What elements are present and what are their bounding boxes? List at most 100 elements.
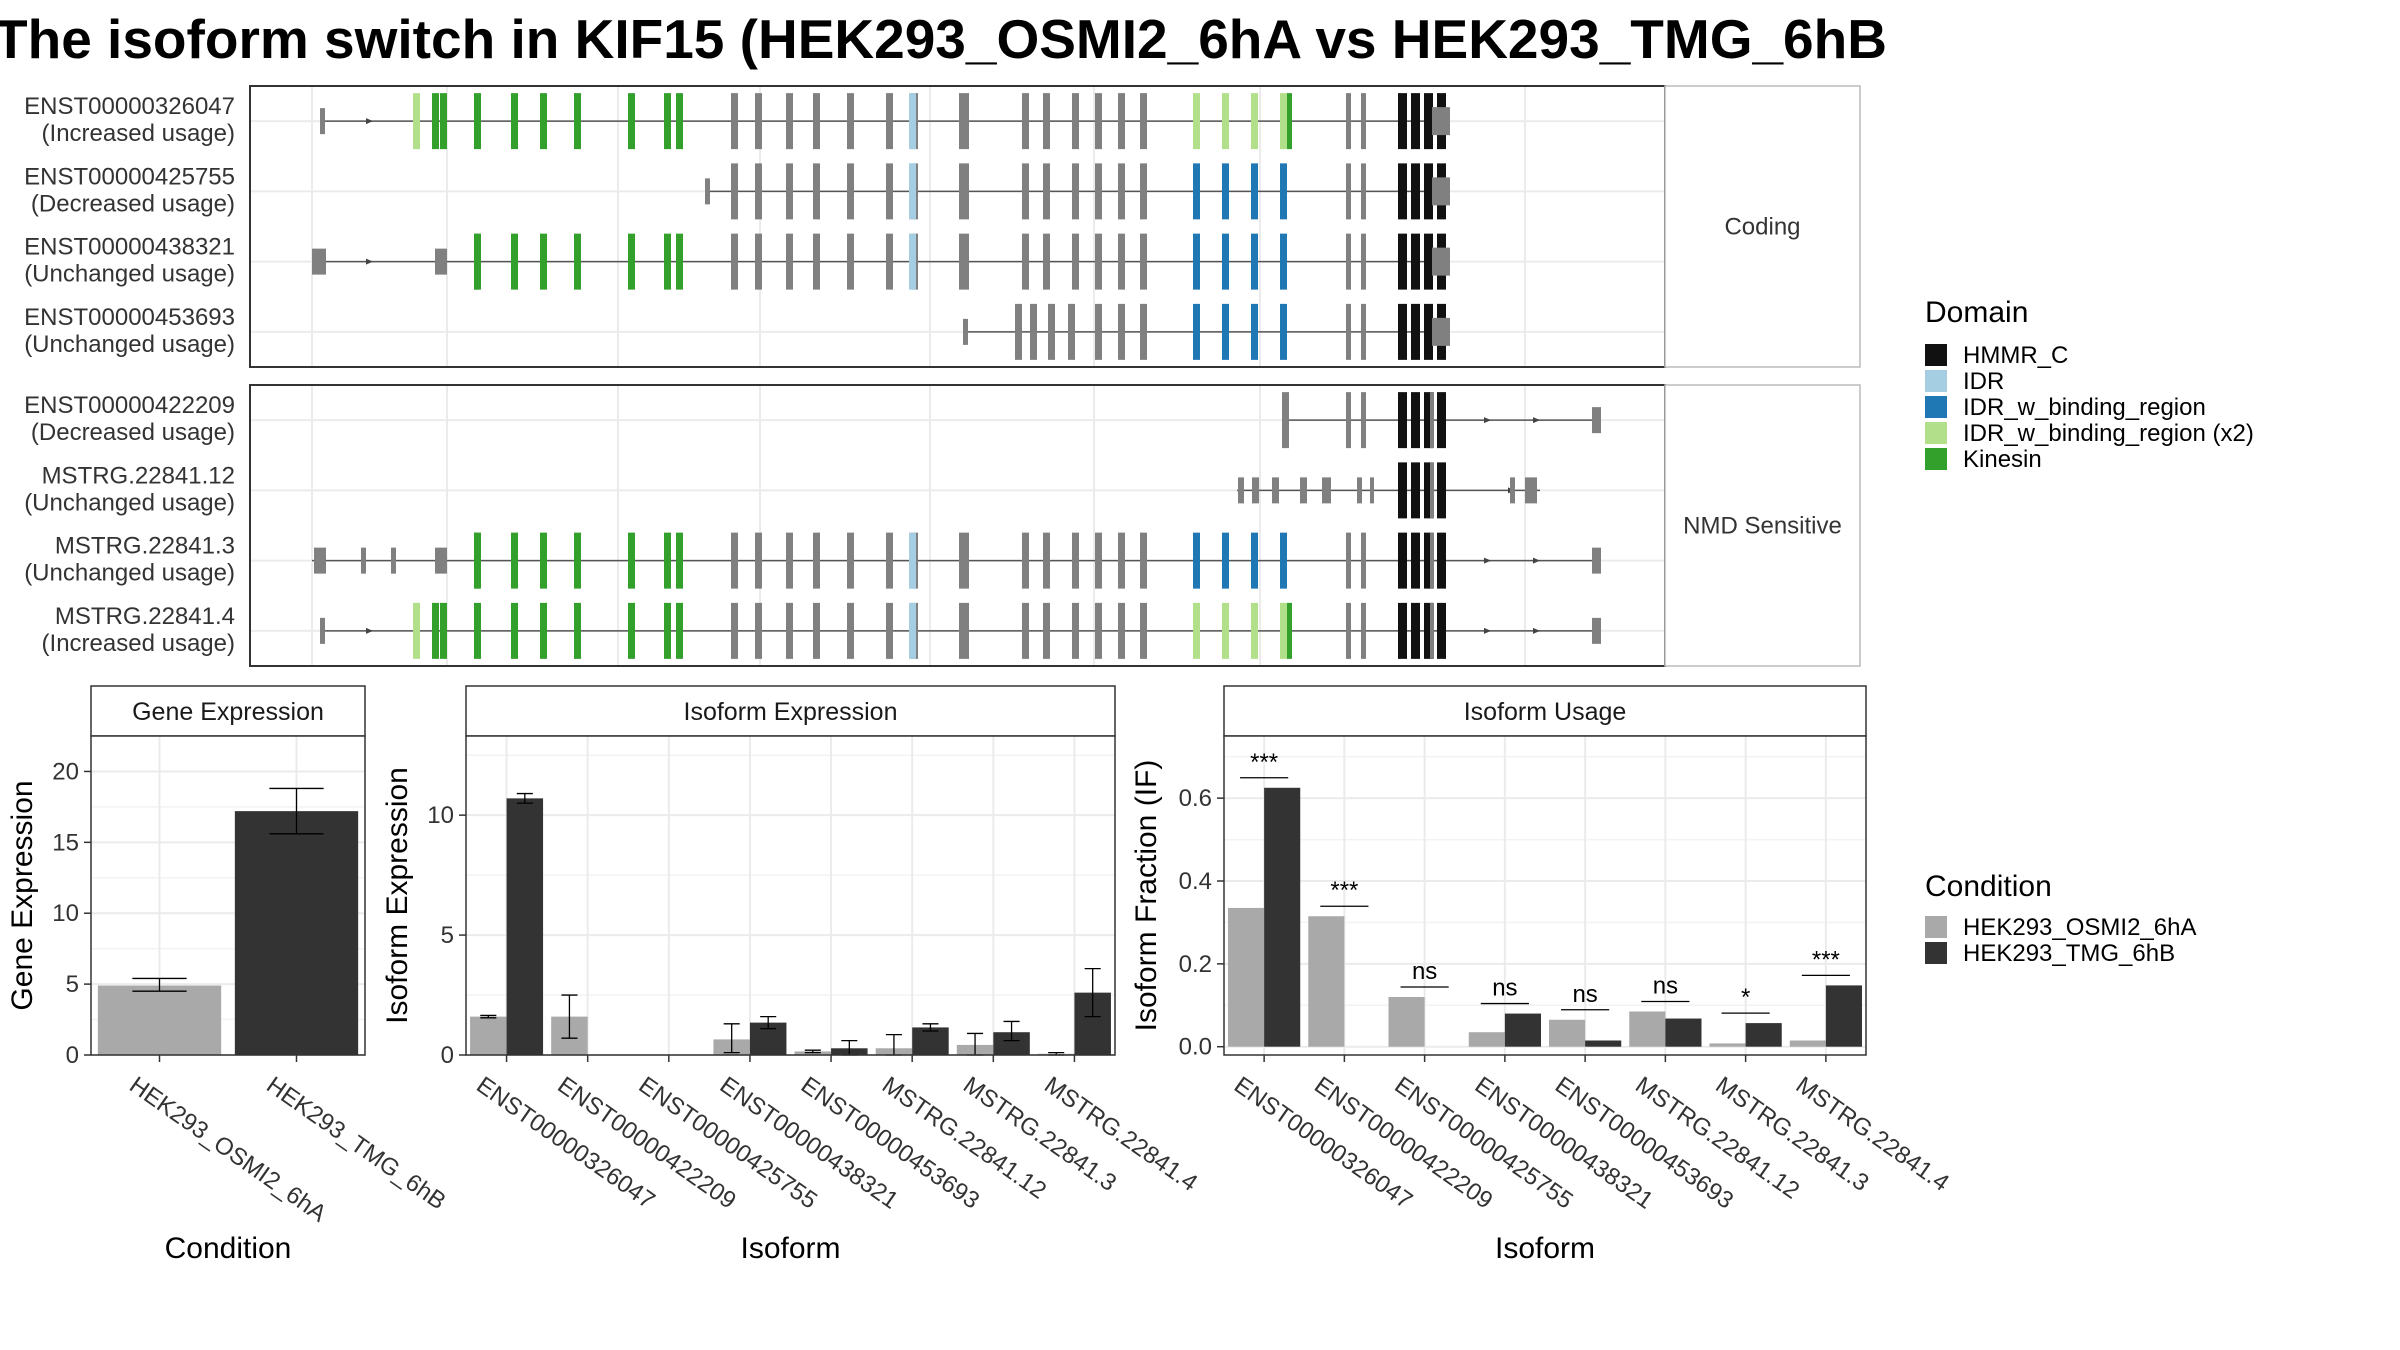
- exon: [1140, 233, 1147, 290]
- exon: [511, 93, 518, 150]
- exon: [1095, 163, 1102, 220]
- transcript-row: [1282, 392, 1601, 449]
- utr-exon: [1300, 477, 1307, 504]
- exon: [813, 233, 820, 290]
- exon: [813, 602, 820, 659]
- exon: [909, 233, 916, 290]
- exon: [440, 93, 447, 150]
- exon: [1072, 163, 1079, 220]
- exon: [1072, 532, 1079, 589]
- exon: [909, 602, 916, 659]
- strand-arrow: [1533, 557, 1540, 564]
- bar: [1228, 907, 1265, 1047]
- domain-legend-swatch: [1925, 448, 1947, 470]
- panel-background: [250, 86, 1665, 367]
- utr-exon: [1432, 177, 1450, 206]
- bar: [1388, 997, 1425, 1047]
- exon: [731, 602, 738, 659]
- exon: [1361, 163, 1366, 220]
- exon: [1222, 93, 1229, 150]
- condition-legend-title: Condition: [1925, 870, 2052, 903]
- y-tick-label: 0.2: [1179, 951, 1212, 978]
- bar: [1825, 985, 1862, 1047]
- exon: [1346, 93, 1351, 150]
- exon: [813, 93, 820, 150]
- exon: [1068, 303, 1075, 360]
- significance-label: ns: [1572, 981, 1597, 1008]
- transcript-usage-label: (Unchanged usage): [24, 560, 235, 587]
- y-tick-label: 5: [66, 971, 79, 998]
- strand-arrow: [1484, 557, 1491, 564]
- exon: [540, 233, 547, 290]
- bar: [234, 811, 359, 1055]
- exon: [1280, 93, 1287, 150]
- exon: [1361, 532, 1366, 589]
- exon: [1095, 93, 1102, 150]
- exon: [664, 93, 671, 150]
- transcript-id-label: ENST00000453693: [24, 304, 235, 331]
- transcript-usage-label: (Unchanged usage): [24, 489, 235, 516]
- exon: [1280, 602, 1287, 659]
- exon: [1346, 303, 1351, 360]
- domain-legend-label: IDR_w_binding_region (x2): [1963, 420, 2254, 447]
- bar: [1709, 1043, 1746, 1047]
- domain-legend-label: HMMR_C: [1963, 342, 2068, 369]
- exon: [474, 532, 481, 589]
- transcript-usage-label: (Unchanged usage): [24, 261, 235, 288]
- significance-label: ***: [1330, 877, 1358, 904]
- exon: [755, 532, 762, 589]
- exon: [432, 602, 439, 659]
- utr-exon: [963, 318, 968, 345]
- exon: [676, 93, 683, 150]
- exon: [1222, 163, 1229, 220]
- exon: [1424, 602, 1433, 659]
- transcript-id-label: MSTRG.22841.4: [55, 603, 235, 630]
- y-axis-title: Isoform Expression: [381, 767, 414, 1024]
- exon: [1346, 163, 1351, 220]
- utr-exon: [1357, 477, 1362, 504]
- exon: [1022, 602, 1029, 659]
- isoform-expression-chart: Isoform Expression0510ENST00000326047ENS…: [381, 685, 1202, 1265]
- exon: [909, 163, 916, 220]
- exon: [1251, 93, 1258, 150]
- exon: [628, 233, 635, 290]
- exon: [1280, 233, 1287, 290]
- facet-strip: [1664, 384, 1861, 667]
- exon: [755, 233, 762, 290]
- exon: [511, 233, 518, 290]
- isoform-usage-chart: Isoform Usage0.00.20.40.6***ENST00000326…: [1130, 685, 1954, 1265]
- exon: [1411, 602, 1420, 659]
- exon: [628, 532, 635, 589]
- condition-legend-label: HEK293_TMG_6hB: [1963, 940, 2175, 967]
- exon: [1043, 602, 1050, 659]
- exon: [1411, 532, 1420, 589]
- exon: [1072, 93, 1079, 150]
- condition-legend-label: HEK293_OSMI2_6hA: [1963, 914, 2196, 941]
- exon: [959, 532, 969, 589]
- exon: [1361, 93, 1366, 150]
- significance-label: ns: [1653, 973, 1678, 1000]
- exon: [1437, 392, 1446, 449]
- exon: [1140, 93, 1147, 150]
- exon: [1411, 93, 1420, 150]
- exon: [847, 602, 854, 659]
- significance-label: *: [1741, 984, 1750, 1011]
- transcript-id-label: ENST00000425755: [24, 163, 235, 190]
- chart-title: Gene Expression: [132, 698, 324, 726]
- transcript-row: [963, 303, 1450, 360]
- plot-border: [90, 735, 366, 1056]
- strand-arrow: [1484, 627, 1491, 634]
- exon: [1398, 233, 1407, 290]
- exon: [1222, 233, 1229, 290]
- exon: [1346, 233, 1351, 290]
- exon: [1222, 532, 1229, 589]
- exon: [1095, 602, 1102, 659]
- exon: [1043, 93, 1050, 150]
- exon: [1015, 303, 1022, 360]
- transcript-row: [320, 93, 1450, 150]
- y-tick-label: 10: [52, 900, 79, 927]
- exon: [1193, 233, 1200, 290]
- exon: [1280, 163, 1287, 220]
- transcript-id-label: MSTRG.22841.3: [55, 533, 235, 560]
